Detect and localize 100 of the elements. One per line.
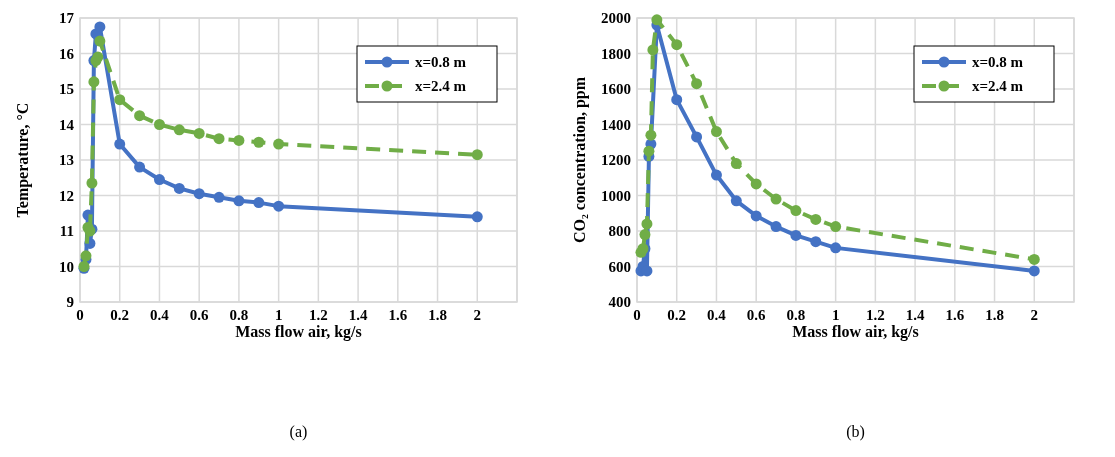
point	[193, 127, 205, 139]
point	[830, 221, 842, 233]
point	[86, 177, 98, 189]
point	[647, 44, 659, 56]
x-tick-label: 0.4	[150, 307, 170, 323]
point	[710, 169, 722, 181]
point	[810, 213, 822, 225]
x-tick-label: 1.4	[348, 307, 368, 323]
x-tick-label: 0.6	[189, 307, 210, 323]
text: (b)	[846, 423, 865, 441]
point	[691, 131, 703, 143]
point	[134, 110, 146, 122]
point	[173, 124, 185, 136]
x-axis-title: Mass flow air, kg/s	[235, 323, 362, 341]
y-tick-label: 1800	[601, 45, 631, 62]
x-tick-label: 0.6	[746, 307, 767, 323]
point	[790, 229, 802, 241]
y-tick-label: 14	[59, 116, 75, 133]
point	[1028, 265, 1040, 277]
y-tick-label: 12	[59, 187, 74, 204]
point	[671, 39, 683, 51]
point	[1028, 253, 1040, 265]
point	[830, 242, 842, 254]
point	[641, 218, 653, 230]
point	[134, 161, 146, 173]
x-tick-label: 0.8	[786, 307, 806, 323]
x-tick-label: 0.8	[229, 307, 249, 323]
x-tick-label: 1.8	[428, 307, 447, 323]
x-tick-label: 1.4	[905, 307, 925, 323]
x-tick-label: 1	[831, 307, 840, 323]
point	[273, 200, 285, 212]
x-tick-label: 1.8	[985, 307, 1004, 323]
text: (a)	[289, 423, 308, 441]
y-tick-label: 13	[59, 152, 74, 169]
point	[643, 145, 655, 157]
point	[750, 210, 762, 222]
point	[253, 136, 265, 148]
x-tick-label: 1.2	[865, 307, 885, 323]
point	[193, 188, 205, 200]
y-tick-label: 1400	[601, 116, 631, 133]
point	[173, 182, 185, 194]
point	[213, 191, 225, 203]
x-tick-label: 0	[76, 307, 84, 323]
point	[639, 229, 651, 241]
x-tick-label: 2	[473, 307, 482, 323]
point	[471, 211, 483, 223]
point	[651, 14, 663, 26]
point	[94, 21, 106, 33]
y-axis-title: CO₂ concentration, ppm	[571, 76, 589, 244]
point	[153, 119, 165, 130]
point	[770, 221, 782, 233]
y-tick-label: 600	[608, 258, 631, 275]
point	[671, 94, 683, 106]
x-axis-title: Mass flow air, kg/s	[792, 323, 919, 341]
point	[710, 126, 722, 138]
y-tick-label: 1200	[601, 152, 631, 169]
point	[94, 35, 106, 47]
legend-label: x=2.4 m	[972, 78, 1024, 95]
x-tick-label: 0.2	[110, 307, 130, 323]
legend-label: x=0.8 m	[415, 54, 467, 71]
x-tick-label: 1	[274, 307, 283, 323]
point	[730, 195, 742, 207]
y-tick-label: 1000	[601, 187, 631, 204]
x-tick-label: 0.2	[667, 307, 687, 323]
point	[730, 158, 742, 170]
y-tick-label: 17	[59, 10, 75, 27]
y-tick-label: 2000	[601, 10, 631, 27]
x-tick-label: 0	[633, 307, 641, 323]
point	[153, 174, 165, 186]
x-tick-label: 1.2	[308, 307, 328, 323]
point	[273, 138, 285, 150]
point	[810, 236, 822, 248]
point	[471, 149, 483, 161]
point	[645, 129, 657, 141]
x-tick-label: 1.6	[945, 307, 965, 323]
point	[88, 76, 100, 88]
point	[770, 193, 782, 205]
point	[114, 94, 126, 106]
y-tick-label: 16	[59, 45, 75, 62]
y-tick-label: 800	[608, 223, 631, 240]
y-tick-label: 10	[59, 258, 74, 275]
y-axis-title: Temperature, °C	[14, 102, 32, 218]
point	[213, 133, 225, 145]
y-tick-label: 15	[59, 81, 74, 98]
y-tick-label: 1600	[601, 81, 631, 98]
x-tick-label: 1.6	[388, 307, 408, 323]
legend-label: x=2.4 m	[415, 78, 467, 95]
point	[92, 51, 104, 63]
point	[750, 178, 762, 190]
y-tick-label: 9	[66, 294, 74, 311]
point	[253, 197, 265, 209]
x-tick-label: 0.4	[707, 307, 727, 323]
y-tick-label: 400	[608, 294, 631, 311]
point	[790, 205, 802, 217]
y-tick-label: 11	[59, 223, 74, 240]
point	[233, 134, 245, 146]
point	[691, 78, 703, 90]
x-tick-label: 2	[1030, 307, 1039, 323]
legend-label: x=0.8 m	[972, 54, 1024, 71]
point	[233, 195, 245, 207]
